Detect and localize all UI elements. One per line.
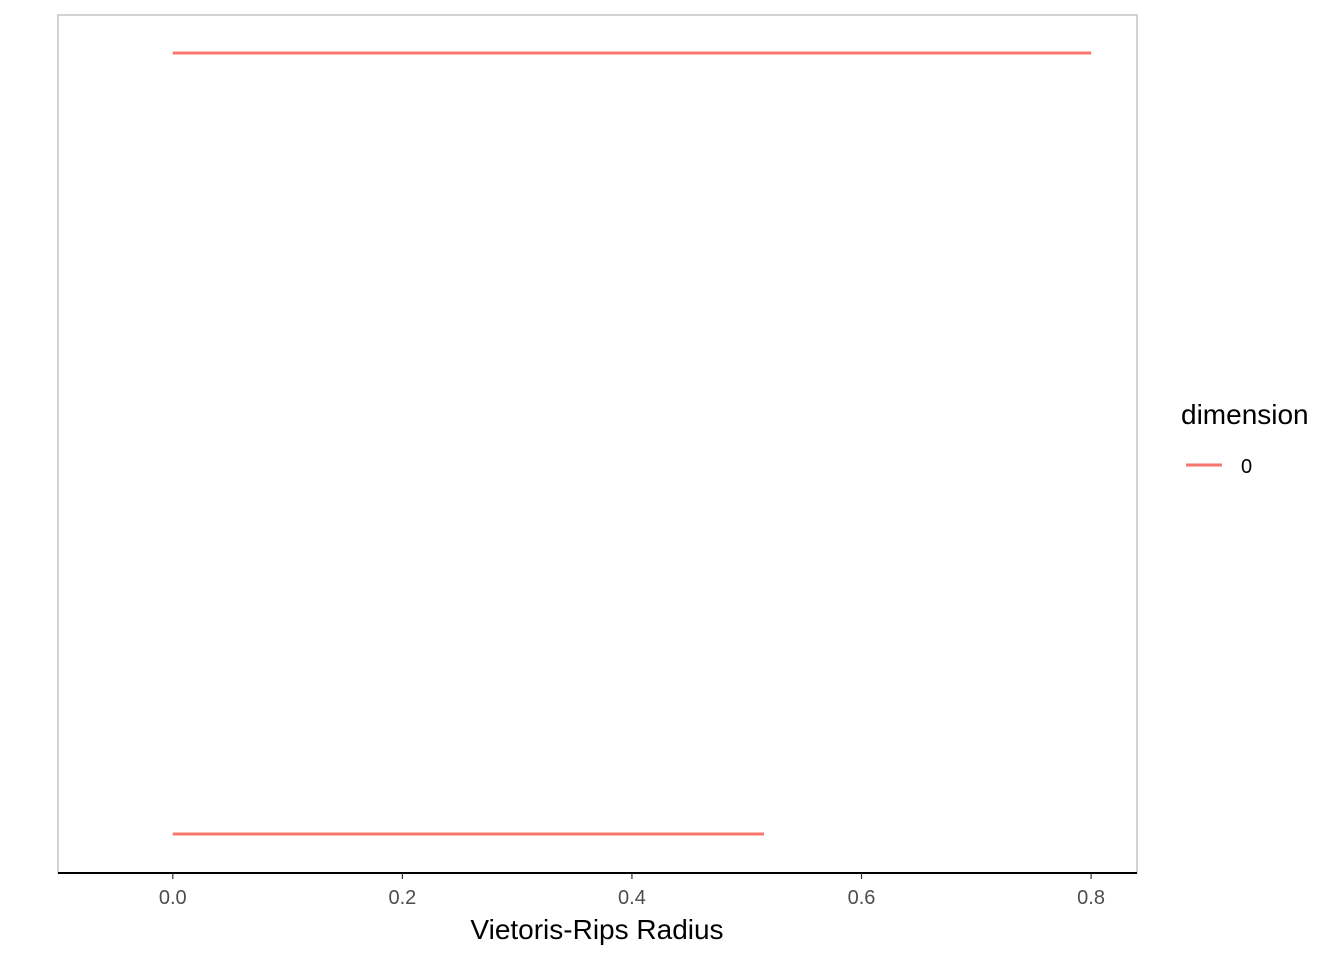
legend-title: dimension [1181,399,1309,430]
x-tick-label: 0.4 [618,887,646,909]
x-axis-ticks: 0.0 0.2 0.4 0.6 0.8 [159,873,1105,909]
x-tick-label: 0.6 [848,887,876,909]
x-axis-title: Vietoris-Rips Radius [470,914,723,945]
legend-entries: 0 [1186,456,1252,478]
plot-panel [57,14,1138,874]
persistence-bars [172,51,1092,836]
x-tick-label: 0.8 [1077,887,1105,909]
x-tick-label: 0.0 [159,887,187,909]
legend-label: 0 [1241,456,1252,478]
x-tick-label: 0.2 [388,887,416,909]
legend: dimension 0 [1181,399,1309,478]
